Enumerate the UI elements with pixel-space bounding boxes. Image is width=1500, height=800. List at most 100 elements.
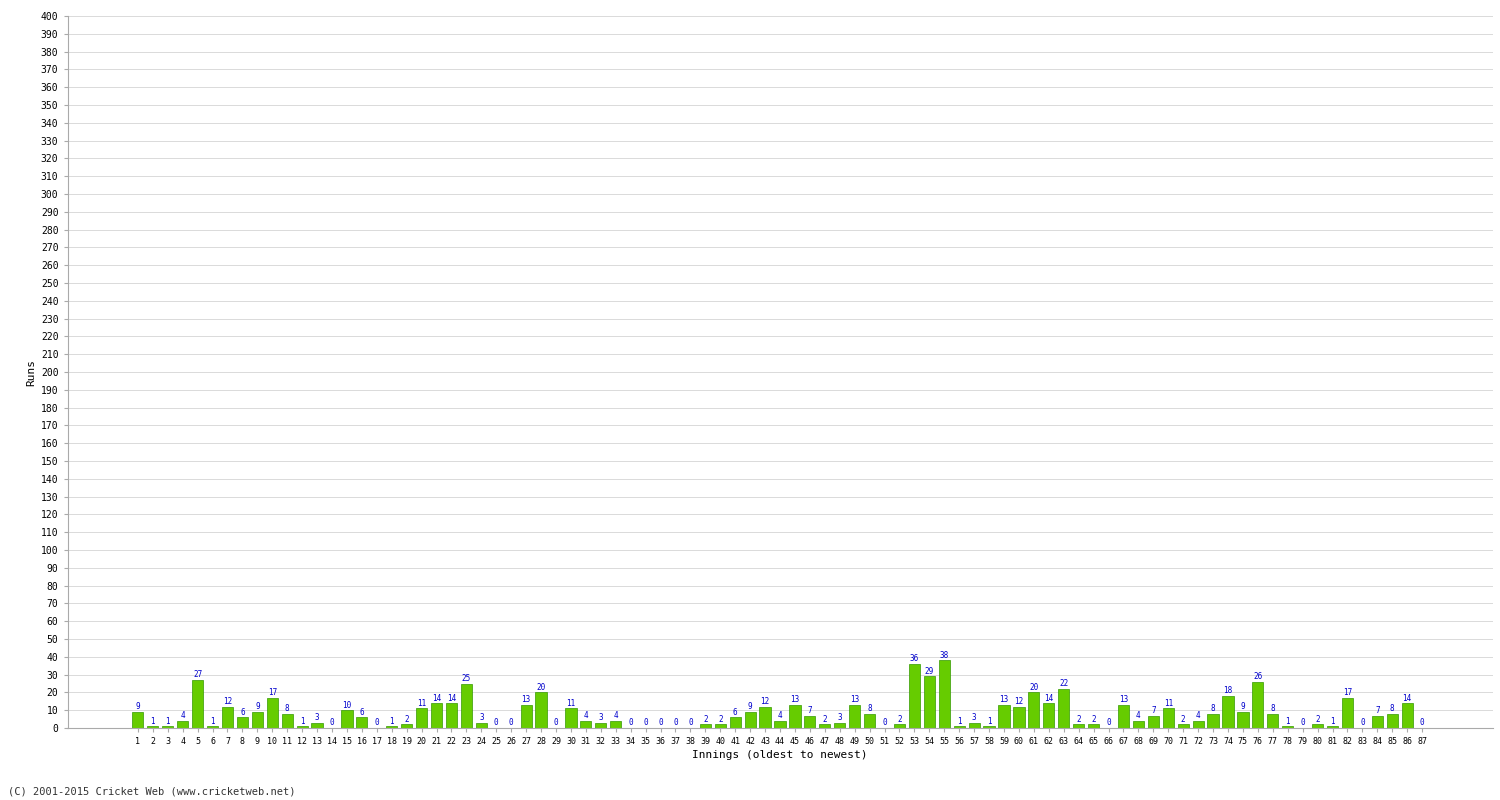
Text: 20: 20	[537, 683, 546, 692]
Bar	[596, 722, 606, 728]
Bar	[714, 725, 726, 728]
Bar	[1222, 696, 1233, 728]
Bar	[1072, 725, 1084, 728]
Bar	[819, 725, 831, 728]
Bar	[939, 660, 950, 728]
Bar	[1118, 705, 1130, 728]
Bar	[536, 693, 546, 728]
Text: 25: 25	[462, 674, 471, 683]
Text: 14: 14	[432, 694, 441, 702]
Text: 2: 2	[1316, 715, 1320, 724]
Text: 0: 0	[1360, 718, 1365, 727]
Bar	[789, 705, 801, 728]
Bar	[894, 725, 904, 728]
Text: 7: 7	[1376, 706, 1380, 715]
Bar	[744, 712, 756, 728]
Text: 12: 12	[1014, 697, 1023, 706]
Text: 8: 8	[1270, 704, 1275, 714]
Bar	[297, 726, 307, 728]
Text: 13: 13	[522, 695, 531, 704]
Text: 14: 14	[1402, 694, 1411, 702]
Bar	[177, 721, 189, 728]
Text: 11: 11	[1164, 699, 1173, 708]
Bar	[1238, 712, 1248, 728]
Text: 2: 2	[1180, 715, 1185, 724]
Text: 8: 8	[867, 704, 871, 714]
Text: 9: 9	[748, 702, 753, 711]
Text: 4: 4	[180, 711, 184, 720]
Text: 1: 1	[390, 717, 394, 726]
Text: 22: 22	[1059, 679, 1068, 688]
Text: 0: 0	[644, 718, 648, 727]
Bar	[1058, 689, 1070, 728]
Bar	[804, 715, 816, 728]
Bar	[729, 718, 741, 728]
Bar	[1282, 726, 1293, 728]
Bar	[207, 726, 218, 728]
Bar	[909, 664, 920, 728]
Text: 4: 4	[1196, 711, 1200, 720]
Text: 12: 12	[760, 697, 770, 706]
Bar	[476, 722, 488, 728]
Text: 17: 17	[267, 688, 278, 698]
Text: 36: 36	[910, 654, 920, 663]
Text: 9: 9	[135, 702, 140, 711]
Bar	[580, 721, 591, 728]
Bar	[1371, 715, 1383, 728]
Bar	[132, 712, 144, 728]
Bar	[1162, 709, 1174, 728]
Text: 6: 6	[734, 708, 738, 717]
Text: 3: 3	[478, 713, 483, 722]
Text: 1: 1	[957, 717, 962, 726]
Text: 2: 2	[1092, 715, 1096, 724]
Bar	[1148, 715, 1160, 728]
Bar	[954, 726, 964, 728]
Text: 0: 0	[375, 718, 380, 727]
Text: 1: 1	[165, 717, 170, 726]
Text: 0: 0	[688, 718, 693, 727]
Text: 0: 0	[554, 718, 558, 727]
Text: 29: 29	[924, 667, 934, 676]
Bar	[984, 726, 994, 728]
Bar	[342, 710, 352, 728]
Text: 1: 1	[300, 717, 304, 726]
Text: 0: 0	[1106, 718, 1112, 727]
Text: 11: 11	[567, 699, 576, 708]
Text: 17: 17	[1342, 688, 1352, 698]
Text: 18: 18	[1224, 686, 1233, 695]
Text: 0: 0	[509, 718, 513, 727]
Text: 0: 0	[1420, 718, 1425, 727]
Text: 8: 8	[285, 704, 290, 714]
Bar	[147, 726, 159, 728]
Text: 3: 3	[598, 713, 603, 722]
Bar	[924, 676, 934, 728]
Bar	[460, 683, 472, 728]
Bar	[1401, 703, 1413, 728]
Text: 14: 14	[447, 694, 456, 702]
Text: 2: 2	[897, 715, 902, 724]
Text: 1: 1	[210, 717, 214, 726]
Bar	[222, 706, 232, 728]
Text: 0: 0	[674, 718, 678, 727]
Text: 0: 0	[1300, 718, 1305, 727]
Text: 4: 4	[614, 711, 618, 720]
Bar	[1042, 703, 1054, 728]
Bar	[699, 725, 711, 728]
X-axis label: Innings (oldest to newest): Innings (oldest to newest)	[692, 750, 867, 760]
Text: 27: 27	[194, 670, 202, 679]
Bar	[162, 726, 174, 728]
Text: 38: 38	[939, 651, 950, 660]
Bar	[1192, 721, 1203, 728]
Bar	[1208, 714, 1218, 728]
Text: 13: 13	[790, 695, 800, 704]
Text: 4: 4	[1136, 711, 1140, 720]
Text: 2: 2	[704, 715, 708, 724]
Bar	[1312, 725, 1323, 728]
Text: 0: 0	[494, 718, 498, 727]
Text: 11: 11	[417, 699, 426, 708]
Bar	[849, 705, 861, 728]
Text: 1: 1	[150, 717, 154, 726]
Text: 13: 13	[1119, 695, 1128, 704]
Text: 3: 3	[315, 713, 320, 722]
Text: 3: 3	[837, 713, 842, 722]
